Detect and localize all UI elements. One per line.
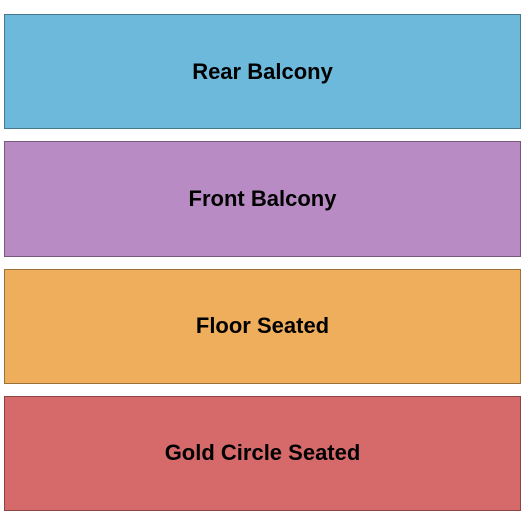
section-label: Gold Circle Seated <box>165 440 361 466</box>
section-front-balcony[interactable]: Front Balcony <box>4 141 521 256</box>
section-label: Front Balcony <box>189 186 337 212</box>
section-floor-seated[interactable]: Floor Seated <box>4 269 521 384</box>
section-gold-circle-seated[interactable]: Gold Circle Seated <box>4 396 521 511</box>
seating-chart: Rear Balcony Front Balcony Floor Seated … <box>0 0 525 525</box>
section-label: Floor Seated <box>196 313 329 339</box>
section-label: Rear Balcony <box>192 59 333 85</box>
section-rear-balcony[interactable]: Rear Balcony <box>4 14 521 129</box>
